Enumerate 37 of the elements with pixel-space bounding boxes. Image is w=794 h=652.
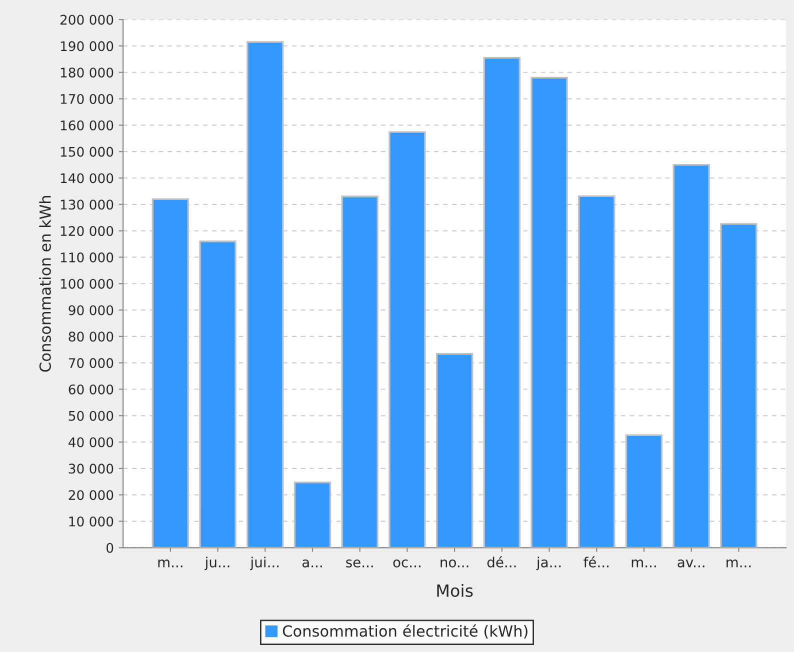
- x-tick-label: ju...: [204, 556, 230, 570]
- y-tick-label: 30 000: [68, 464, 114, 474]
- x-tick-label: a...: [302, 559, 322, 568]
- y-tick-label: 80 000: [68, 332, 114, 342]
- y-axis-title: Consommation en kWh: [39, 196, 51, 372]
- y-tick-label: 50 000: [68, 410, 114, 421]
- x-tick-label: fé...: [584, 556, 608, 568]
- x-tick-label: m...: [158, 559, 182, 568]
- y-tick-label: 60 000: [68, 384, 114, 394]
- x-tick-label: jui...: [250, 556, 279, 570]
- y-tick-label: 120 000: [60, 226, 114, 236]
- y-tick-label: 40 000: [68, 437, 114, 448]
- y-tick-label: 70 000: [68, 358, 114, 368]
- y-tick-label: 110 000: [60, 252, 114, 262]
- x-tick-label: se...: [346, 559, 373, 568]
- y-tick-label: 10 000: [69, 516, 114, 526]
- y-tick-label: 190 000: [60, 41, 114, 52]
- y-tick-label: 150 000: [60, 146, 114, 157]
- x-tick-label: m...: [632, 559, 656, 568]
- y-tick-label: 160 000: [60, 120, 114, 130]
- x-tick-label: ja...: [536, 556, 561, 570]
- x-tick-label: dé...: [487, 556, 516, 568]
- x-tick-label: av...: [678, 559, 704, 568]
- x-tick-label: no...: [440, 559, 468, 568]
- x-tick-label: m...: [726, 559, 751, 568]
- y-tick-label: 100 000: [60, 278, 114, 289]
- y-tick-label: 0: [106, 542, 114, 553]
- y-tick-label: 20 000: [68, 490, 114, 500]
- y-tick-label: 170 000: [60, 94, 114, 104]
- legend-label: Consommation électricité (kWh): [282, 624, 528, 639]
- x-axis-title: Mois: [437, 584, 473, 597]
- y-tick-label: 130 000: [60, 200, 114, 210]
- x-tick-label: oc...: [393, 559, 420, 568]
- y-tick-label: 200 000: [60, 14, 114, 25]
- y-tick-label: 140 000: [60, 173, 114, 184]
- y-tick-label: 90 000: [68, 305, 114, 316]
- y-tick-label: 180 000: [60, 68, 114, 78]
